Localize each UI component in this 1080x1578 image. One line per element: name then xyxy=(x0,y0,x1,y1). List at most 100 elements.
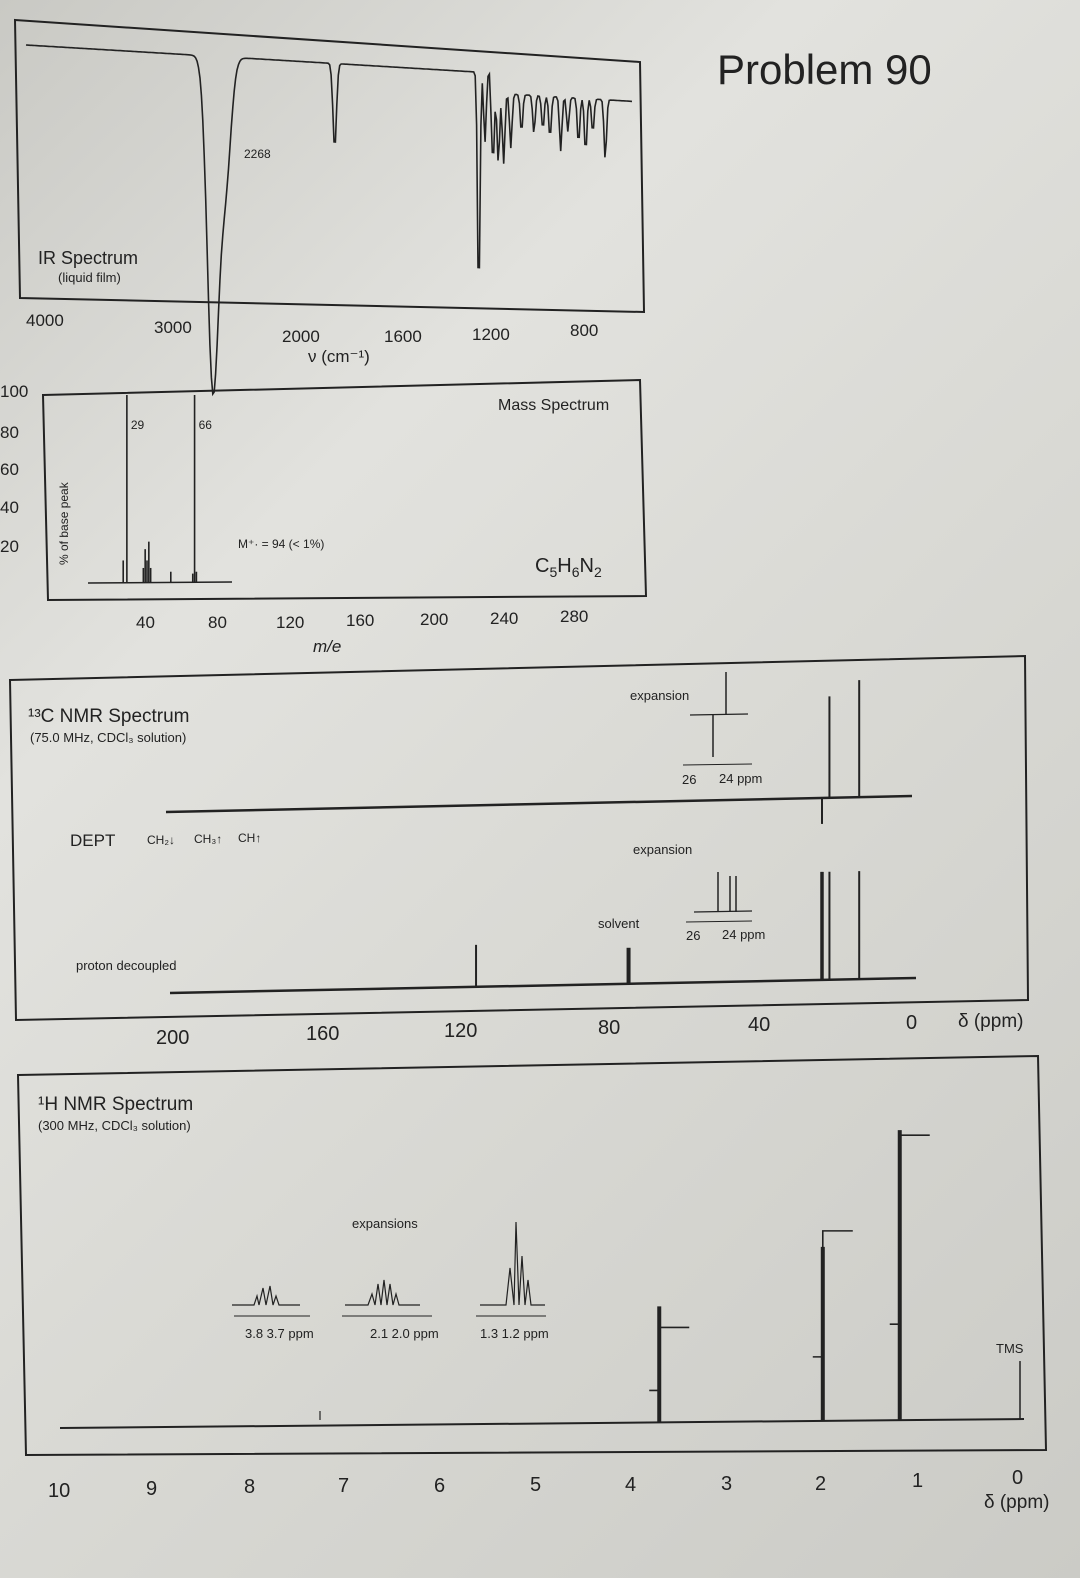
ir-trace xyxy=(25,44,633,397)
ms-x-axis-label: m/e xyxy=(313,637,341,656)
ms-peak-label: 66 xyxy=(199,418,213,432)
ms-y-tick-label: 20 xyxy=(0,537,19,556)
ms-x-tick-label: 40 xyxy=(136,613,155,632)
c13-nmr-panel: ¹³C NMR Spectrum (75.0 MHz, CDCl₃ soluti… xyxy=(8,654,1030,1049)
decoupled-expansion: 26 24 ppm xyxy=(685,872,765,943)
h1-subtitle: (300 MHz, CDCl₃ solution) xyxy=(38,1118,191,1133)
h1-frame xyxy=(16,1054,1048,1457)
ms-molecular-ion: M⁺· = 94 (< 1%) xyxy=(238,537,324,551)
h1-integral xyxy=(649,1326,690,1392)
h1-expansion-3-7: 3.8 3.7 ppm xyxy=(232,1285,314,1341)
ms-y-tick-label: 40 xyxy=(0,498,19,517)
ms-formula: C5H6N2 xyxy=(535,555,602,580)
tms-label: TMS xyxy=(996,1341,1024,1356)
h1-x-tick-label: 9 xyxy=(146,1478,157,1500)
h1-x-tick-label: 5 xyxy=(530,1474,541,1496)
ir-subtitle: (liquid film) xyxy=(58,270,121,285)
ms-peak-label: 29 xyxy=(131,418,145,432)
ms-x-tick-label: 240 xyxy=(490,609,518,628)
ir-x-axis-label: ν (cm⁻¹) xyxy=(308,347,370,366)
c13-x-axis-label: δ (ppm) xyxy=(958,1011,1023,1032)
h1-x-tick-label: 4 xyxy=(625,1474,636,1496)
ms-y-tick-label: 100 xyxy=(0,382,28,401)
c13-subtitle: (75.0 MHz, CDCl₃ solution) xyxy=(30,730,186,745)
h1-x-tick-label: 6 xyxy=(434,1475,445,1497)
dept-expansion-label: expansion xyxy=(630,688,689,703)
ir-frame xyxy=(13,18,646,314)
h1-expansion-1-2: 1.3 1.2 ppm xyxy=(476,1221,549,1341)
ms-x-tick-label: 160 xyxy=(346,611,374,630)
c13-frame xyxy=(8,654,1030,1022)
c13-x-tick-label: 120 xyxy=(444,1020,477,1042)
c13-x-ticks: 200 160 120 80 40 0 xyxy=(156,1012,917,1049)
ir-x-tick-label: 1600 xyxy=(384,327,422,346)
ms-x-tick-label: 200 xyxy=(420,610,448,629)
h1-x-ticks: 10 9 8 7 6 5 4 3 2 1 0 xyxy=(48,1467,1023,1502)
ir-peak-label: 2268 xyxy=(244,147,271,161)
c13-x-tick-label: 200 xyxy=(156,1027,189,1049)
dept-baseline xyxy=(165,794,913,814)
ir-x-tick-label: 3000 xyxy=(154,318,192,337)
h1-x-tick-label: 1 xyxy=(912,1470,923,1492)
svg-text:1.3 1.2 ppm: 1.3 1.2 ppm xyxy=(480,1326,549,1341)
ms-frame xyxy=(41,378,648,602)
solvent-label: solvent xyxy=(598,916,640,931)
svg-text:3.8 3.7 ppm: 3.8 3.7 ppm xyxy=(245,1326,314,1341)
dept-legend-ch2: CH₂↓ xyxy=(147,833,175,847)
svg-text:24 ppm: 24 ppm xyxy=(719,771,762,786)
dept-expansion: 26 24 ppm xyxy=(682,672,762,787)
ms-y-tick-label: 60 xyxy=(0,460,19,479)
h1-nmr-panel: ¹H NMR Spectrum (300 MHz, CDCl₃ solution… xyxy=(16,1054,1049,1513)
h1-expansions-label: expansions xyxy=(352,1216,418,1231)
ms-peaks: 29 66 xyxy=(122,395,213,583)
dept-legend-ch: CH↑ xyxy=(238,831,261,845)
ir-title: IR Spectrum xyxy=(38,248,138,268)
svg-text:26: 26 xyxy=(682,772,696,787)
ir-x-ticks: 4000 3000 2000 1600 1200 800 xyxy=(26,311,598,346)
ir-spectrum-panel: IR Spectrum (liquid film) 2268 4000 3000… xyxy=(13,18,646,397)
proton-decoupled-label: proton decoupled xyxy=(76,958,176,973)
h1-signals xyxy=(319,1130,1021,1423)
c13-title: ¹³C NMR Spectrum xyxy=(28,706,190,727)
c13-x-tick-label: 160 xyxy=(306,1023,339,1045)
decoupled-expansion-label: expansion xyxy=(633,842,692,857)
mass-spectrum-panel: 100 80 60 40 20 % of base peak Mass Spec… xyxy=(0,378,648,656)
ms-x-tick-label: 280 xyxy=(560,607,588,626)
ms-title: Mass Spectrum xyxy=(498,397,609,414)
svg-text:26: 26 xyxy=(686,928,700,943)
c13-x-tick-label: 0 xyxy=(906,1012,917,1034)
decoupled-baseline xyxy=(169,976,917,995)
dept-label: DEPT xyxy=(70,831,115,850)
svg-text:24 ppm: 24 ppm xyxy=(722,927,765,942)
c13-x-tick-label: 80 xyxy=(598,1017,620,1039)
svg-text:2.1 2.0 ppm: 2.1 2.0 ppm xyxy=(370,1326,439,1341)
page-title: Problem 90 xyxy=(717,46,932,93)
h1-x-tick-label: 3 xyxy=(721,1473,732,1495)
ir-x-tick-label: 2000 xyxy=(282,327,320,346)
h1-x-tick-label: 7 xyxy=(338,1475,349,1497)
h1-x-tick-label: 0 xyxy=(1012,1467,1023,1489)
h1-baseline xyxy=(59,1418,1025,1429)
ms-x-ticks: 40 80 120 160 200 240 280 xyxy=(136,607,588,632)
dept-legend-ch3: CH₃↑ xyxy=(194,832,222,846)
h1-x-tick-label: 2 xyxy=(815,1473,826,1495)
ir-x-tick-label: 4000 xyxy=(26,311,64,330)
h1-x-tick-label: 10 xyxy=(48,1480,70,1502)
h1-expansion-2-0: 2.1 2.0 ppm xyxy=(342,1279,439,1341)
ms-x-tick-label: 80 xyxy=(208,613,227,632)
ms-baseline xyxy=(87,581,233,584)
h1-integral xyxy=(812,1230,853,1358)
ms-y-ticks: 100 80 60 40 20 xyxy=(0,382,28,556)
ms-y-tick-label: 80 xyxy=(0,423,19,442)
c13-x-tick-label: 40 xyxy=(748,1014,770,1036)
ms-x-tick-label: 120 xyxy=(276,613,304,632)
h1-x-tick-label: 8 xyxy=(244,1476,255,1498)
h1-x-axis-label: δ (ppm) xyxy=(984,1492,1049,1513)
ms-y-axis-label: % of base peak xyxy=(57,481,71,565)
h1-integral xyxy=(889,1134,930,1325)
ir-x-tick-label: 800 xyxy=(570,321,598,340)
ir-x-tick-label: 1200 xyxy=(472,325,510,344)
dept-peaks xyxy=(821,680,861,824)
decoupled-peaks xyxy=(475,871,861,987)
